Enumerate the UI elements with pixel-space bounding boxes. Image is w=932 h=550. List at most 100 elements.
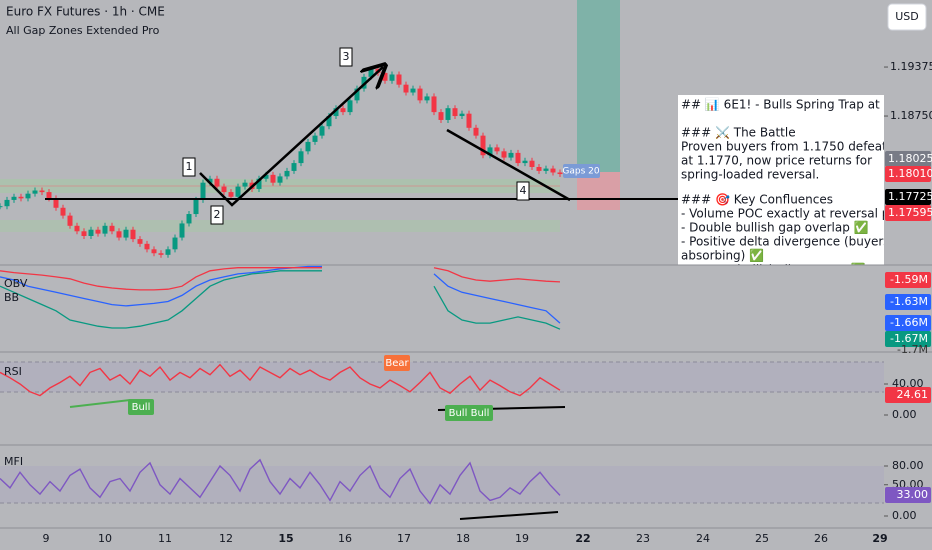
price-pane [0,0,620,232]
price-badge [885,189,931,205]
symbol-title: Euro FX Futures · 1h · CME [6,5,165,19]
divergence-line [69,399,131,408]
annotation-label: 3 [343,50,350,63]
x-tick-label: 16 [338,532,352,545]
value-badge-label: 24.61 [897,388,929,401]
divergence-line [459,511,559,520]
text-box-line: Proven buyers from 1.1750 defeated selle… [681,140,932,154]
y-tick-label: 1.18750 [890,109,932,122]
text-box-bg [678,95,884,265]
obv-badge [885,272,931,288]
value-badge [885,487,931,503]
text-box-line: spring-loaded reversal. [681,168,819,182]
obv-badge [885,331,931,347]
x-tick-label: 24 [696,532,710,545]
x-tick-label: 29 [872,532,887,545]
indicator-title: All Gap Zones Extended Pro [6,24,160,37]
signal-tag [445,405,471,421]
obv-line [0,265,561,324]
text-box-line: ### ⚔️ The Battle [681,126,796,140]
signal-label: Bear [385,358,409,369]
text-box: ## 📊 6E1! - Bulls Spring Trap at Support… [678,95,932,277]
obv-badge-label: -1.66M [890,316,928,329]
annotation-box [182,157,196,177]
drawings [45,67,678,207]
annotation-label: 1 [186,160,193,173]
price-badge-label: 1.18025 [888,152,932,165]
value-badge-label: 33.00 [897,488,929,501]
price-badge-label: 1.17725 [888,190,932,203]
annotation-box [210,205,224,225]
price-badge [885,166,931,182]
signal-label: Bull [471,408,490,419]
text-box-line: absorbing) ✅ [681,249,764,263]
mfi-line [0,458,561,505]
obv-line [0,270,561,330]
x-tick-label: 12 [219,532,233,545]
signal-tag [128,399,154,415]
obv-badge-label: -1.63M [890,295,928,308]
currency-label[interactable]: USD [895,10,919,23]
obv-badge [885,294,931,310]
annotation-label: 2 [214,208,221,221]
text-box-line: ## 📊 6E1! - Bulls Spring Trap at Support [681,98,931,112]
candle [0,206,3,208]
y-tick-label: 1.19375 [890,60,932,73]
annotation-box [339,47,353,67]
pane-label: RSI [4,365,22,378]
x-tick-label: 9 [43,532,50,545]
annotation-box [516,181,530,201]
gap-tag [563,164,600,178]
y-tick-label: 40.00 [892,377,924,390]
price-badge-label: 1.17595 [888,206,932,219]
x-tick-label: 18 [456,532,470,545]
obv-badge-label: -1.67M [890,332,928,345]
mfi-band [0,466,884,503]
currency-button[interactable] [887,3,927,31]
gap-tag-label: Gaps 20 [562,167,599,177]
stop-zone [577,172,620,210]
obv-badge [885,315,931,331]
y-tick-label: 80.00 [892,459,924,472]
obv-badge-label: -1.7M [897,343,928,356]
text-box-line: - RSI/MFI bullish divergence ✅ [681,263,866,277]
signal-label: Bull [132,402,151,413]
x-tick-label: 23 [636,532,650,545]
rsi-line [0,363,561,397]
signal-tag [467,405,493,421]
annotations: 1 2 3 4 [182,47,530,225]
obv-line [0,267,561,291]
y-tick-label: 0.00 [892,509,917,522]
y-tick-label: 0.00 [892,408,917,421]
signal-tag [384,355,410,371]
text-box-line: ### 🎯 Key Confluences [681,193,833,207]
obv-badge-label: -1.59M [890,273,928,286]
price-badge [885,151,931,167]
indicator-panes [0,264,932,529]
trend-line [199,67,383,207]
x-tick-label: 26 [814,532,828,545]
x-tick-label: 19 [515,532,529,545]
text-box-line: at 1.1770, now price returns for [681,154,872,168]
text-box-line: - Volume POC exactly at reversal point ✅ [681,207,931,221]
x-tick-label: 15 [278,532,293,545]
x-tick-label: 22 [575,532,590,545]
gap-zone [0,220,560,232]
price-badge [885,205,931,221]
pane-label: MFI [4,455,23,468]
value-badge [885,387,931,403]
target-zone [577,0,620,172]
pane-label: OBV [4,277,28,290]
price-badge-label: 1.18010 [888,167,932,180]
x-tick-label: 11 [158,532,172,545]
x-tick-label: 25 [755,532,769,545]
pane-label: BB [4,291,19,304]
x-tick-label: 17 [397,532,411,545]
text-box-line: - Double bullish gap overlap ✅ [681,221,869,235]
signal-label: Bull [449,408,468,419]
trend-line [446,128,571,202]
annotation-label: 4 [520,184,527,197]
